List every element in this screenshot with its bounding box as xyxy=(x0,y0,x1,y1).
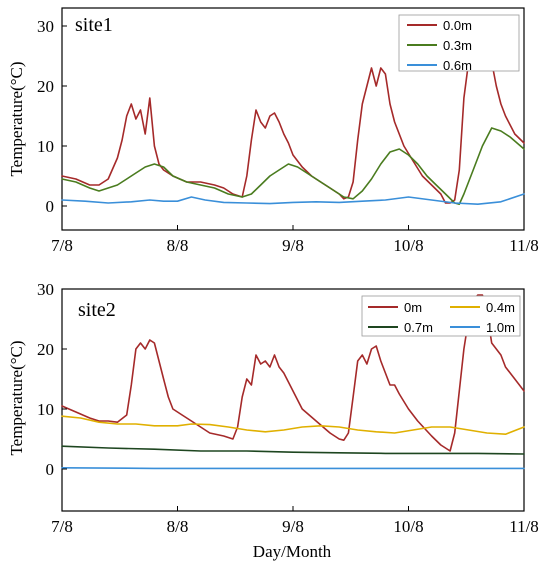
legend-site2: 0m 0.4m 0.7m 1.0m xyxy=(361,295,521,337)
x-axis-label: Day/Month xyxy=(253,542,332,561)
y-tick-label-site1: 10 xyxy=(37,137,54,156)
x-tick-label-site1: 11/8 xyxy=(509,236,539,255)
panel-site1: 7/8 8/8 9/8 10/8 11/8 0 10 20 30 site1 Temperatu… xyxy=(7,7,539,255)
series-group-site1 xyxy=(61,19,525,205)
y-tick-label-site2: 20 xyxy=(37,340,54,359)
legend-label-site1: 0.0m xyxy=(443,18,472,33)
x-tick-label-site2: 7/8 xyxy=(51,517,73,536)
legend-label-site2: 0.7m xyxy=(404,320,433,335)
series-line-site2-1_0m xyxy=(61,467,525,470)
legend-label-site1: 0.3m xyxy=(443,38,472,53)
series-line-site2-0_7m xyxy=(61,445,525,455)
x-tick-label-site1: 8/8 xyxy=(167,236,189,255)
x-tick-label-site2: 9/8 xyxy=(282,517,304,536)
legend-label-site2: 0.4m xyxy=(486,300,515,315)
series-line-site2-0_4m xyxy=(61,415,525,435)
series-line-site1-0_6m xyxy=(61,193,525,205)
legend-label-site2: 1.0m xyxy=(486,320,515,335)
y-tick-label-site1: 0 xyxy=(46,197,55,216)
panel-title-site1: site1 xyxy=(75,14,113,36)
panel-site2: 7/8 8/8 9/8 10/8 11/8 0 10 20 30 site2 Temperatu… xyxy=(7,280,539,561)
panel-title-site2: site2 xyxy=(78,299,116,321)
x-tick-label-site1: 10/8 xyxy=(393,236,423,255)
x-tick-label-site1: 9/8 xyxy=(282,236,304,255)
y-tick-label-site2: 0 xyxy=(46,460,55,479)
legend-label-site1: 0.6m xyxy=(443,58,472,73)
tick-group-site2: 7/8 8/8 9/8 10/8 11/8 0 10 20 30 xyxy=(37,280,539,536)
series-line-site1-0_3m xyxy=(61,127,525,205)
y-tick-label-site2: 30 xyxy=(37,280,54,299)
series-line-site2-0m xyxy=(61,294,525,452)
legend-items-site1: 0.0m 0.3m 0.6m xyxy=(407,18,472,73)
x-tick-label-site2: 8/8 xyxy=(167,517,189,536)
y-axis-label-site1: Temperature(°C) xyxy=(7,61,26,176)
y-tick-label-site1: 20 xyxy=(37,77,54,96)
legend-items-site2: 0m 0.4m 0.7m 1.0m xyxy=(368,300,515,335)
y-tick-label-site1: 30 xyxy=(37,17,54,36)
legend-box-site2 xyxy=(361,295,521,337)
series-group-site2 xyxy=(61,294,525,470)
x-tick-label-site2: 10/8 xyxy=(393,517,423,536)
legend-label-site2: 0m xyxy=(404,300,422,315)
y-tick-label-site2: 10 xyxy=(37,400,54,419)
x-tick-label-site1: 7/8 xyxy=(51,236,73,255)
x-tick-label-site2: 11/8 xyxy=(509,517,539,536)
legend-site1: 0.0m 0.3m 0.6m xyxy=(398,14,520,73)
tick-group-site1: 7/8 8/8 9/8 10/8 11/8 0 10 20 30 xyxy=(37,17,539,255)
y-axis-label-site2: Temperature(°C) xyxy=(7,340,26,455)
